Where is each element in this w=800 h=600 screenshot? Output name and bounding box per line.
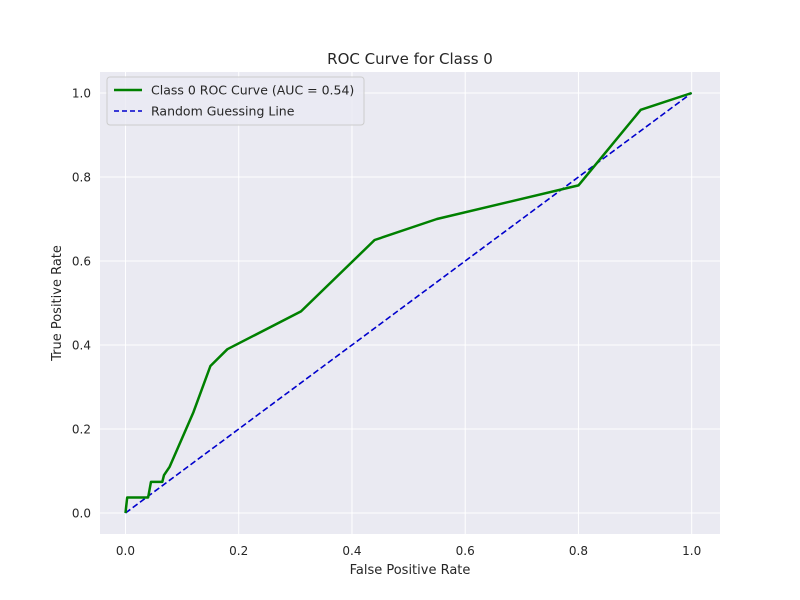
series-layer (124, 91, 693, 514)
y-tick-label: 0.8 (72, 171, 91, 185)
y-tick-label: 0.6 (72, 255, 91, 269)
legend: Class 0 ROC Curve (AUC = 0.54) Random Gu… (106, 76, 365, 126)
x-tick-label: 0.2 (229, 544, 248, 558)
legend-label-roc: Class 0 ROC Curve (AUC = 0.54) (151, 83, 354, 98)
y-tick-label: 0.4 (72, 339, 91, 353)
chart-title: ROC Curve for Class 0 (327, 50, 493, 68)
y-tick-label: 1.0 (72, 87, 91, 101)
y-tick-label: 0.2 (72, 423, 91, 437)
y-tick-labels: 0.0 0.2 0.4 0.6 0.8 1.0 (72, 87, 91, 521)
grid-lines (100, 72, 720, 534)
x-tick-label: 0.6 (456, 544, 475, 558)
roc-curve-line (124, 91, 693, 514)
x-tick-label: 0.4 (342, 544, 361, 558)
x-tick-label: 0.8 (569, 544, 588, 558)
y-tick-label: 0.0 (72, 507, 91, 521)
plot-area (100, 72, 720, 534)
x-axis-label: False Positive Rate (350, 563, 471, 578)
x-tick-label: 1.0 (682, 544, 701, 558)
legend-box (106, 76, 365, 126)
x-tick-label: 0.0 (116, 544, 135, 558)
x-tick-labels: 0.0 0.2 0.4 0.6 0.8 1.0 (116, 544, 701, 558)
legend-label-random: Random Guessing Line (151, 104, 295, 119)
y-axis-label: True Positive Rate (50, 245, 65, 362)
